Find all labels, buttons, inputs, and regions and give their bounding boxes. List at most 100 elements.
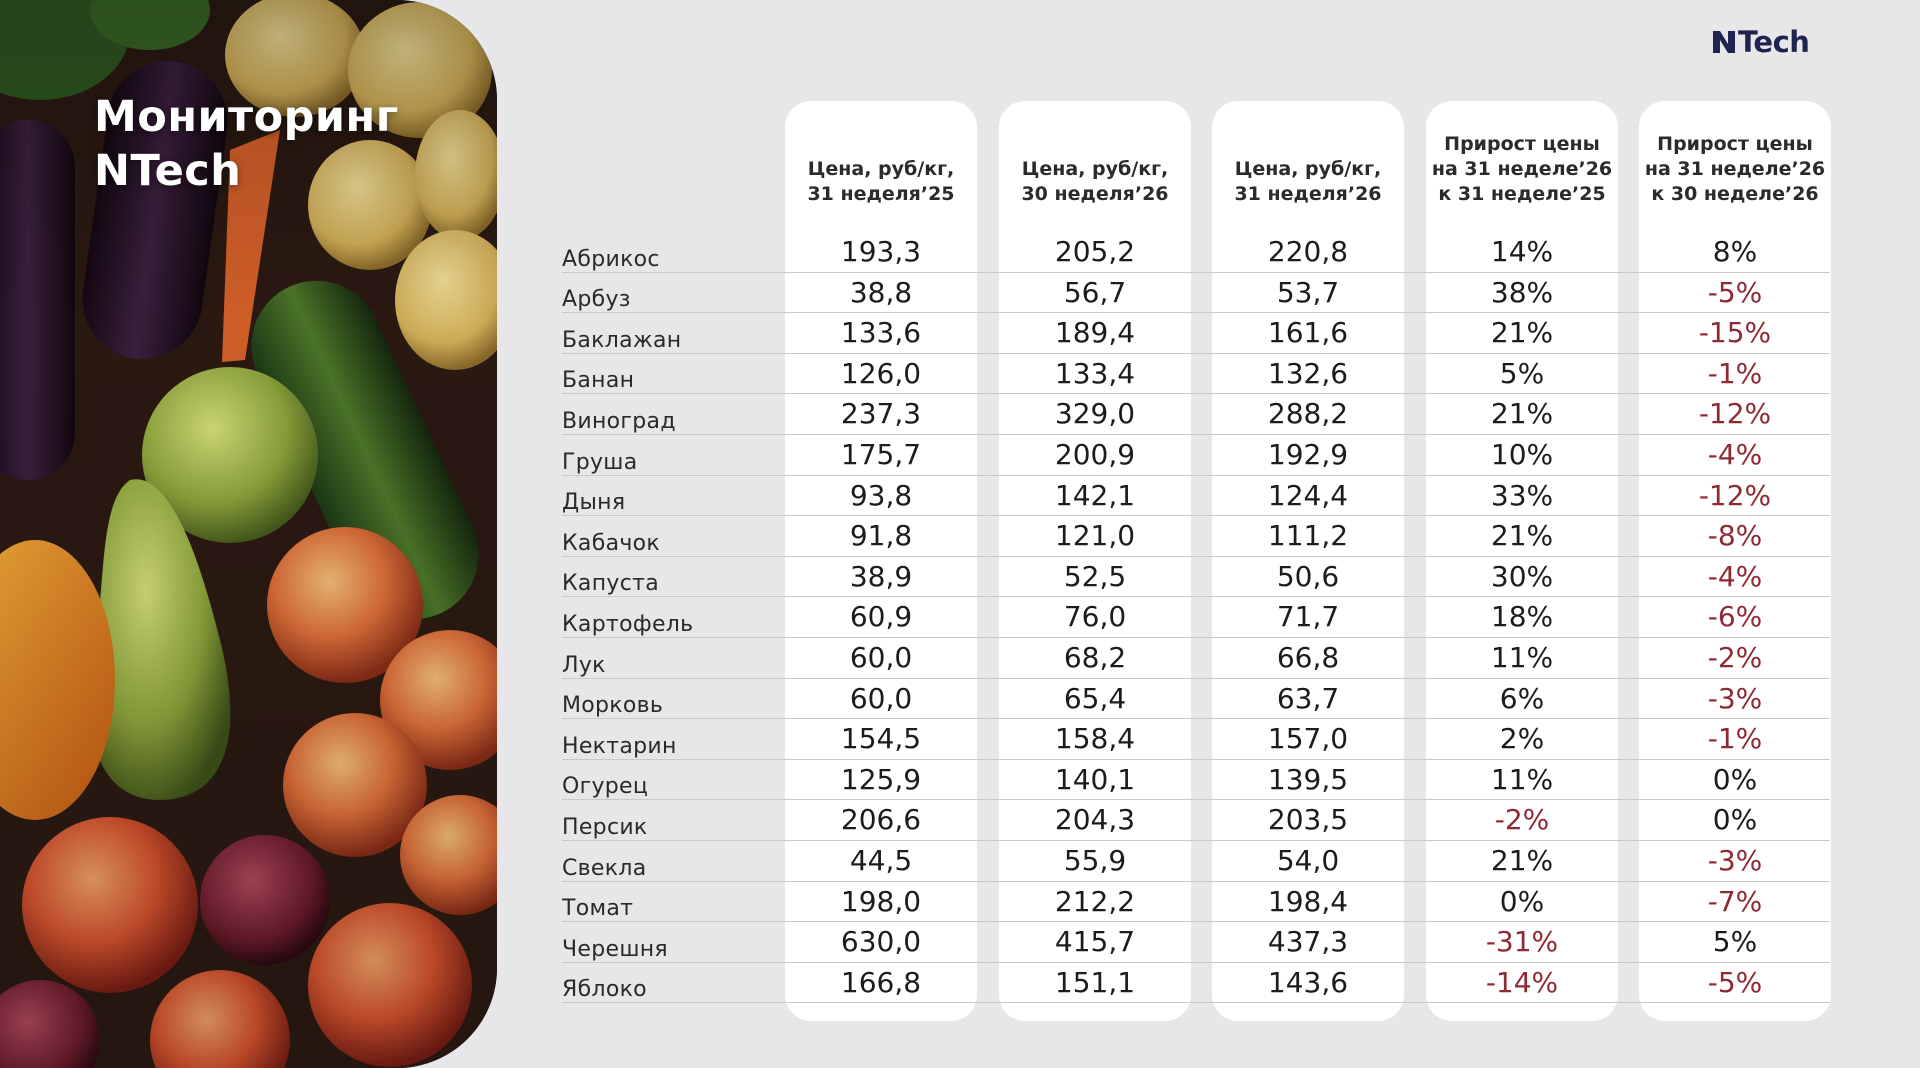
table-cell: 175,7 bbox=[840, 438, 922, 471]
table-row: Дыня 93,8 142,1 124,4 33% -12% bbox=[562, 476, 1830, 517]
table-row: Капуста 38,9 52,5 50,6 30% -4% bbox=[562, 557, 1830, 598]
column-header-line: 31 неделя’25 bbox=[807, 183, 955, 205]
table-cell: 151,1 bbox=[1054, 965, 1136, 999]
table-cell: 30% bbox=[1490, 559, 1554, 593]
ntech-logo-mark-icon bbox=[1713, 31, 1735, 53]
column-header-line: 31 неделя’26 bbox=[1234, 183, 1382, 205]
table-cell: 60,0 bbox=[849, 681, 913, 715]
column-card-4 bbox=[1426, 101, 1618, 1021]
table-cell: 198,4 bbox=[1267, 884, 1349, 918]
logo-text: Tech bbox=[1738, 25, 1810, 59]
table-cell: -2% bbox=[1707, 641, 1763, 674]
product-name: Морковь bbox=[562, 693, 664, 719]
table-cell: 68,2 bbox=[1063, 641, 1127, 674]
table-cell: 33% bbox=[1490, 478, 1554, 512]
table-row: Персик 206,6 204,3 203,5 -2% 0% bbox=[562, 800, 1830, 841]
table-cell: -31% bbox=[1485, 925, 1559, 959]
table-cell: 437,3 bbox=[1267, 925, 1349, 959]
product-name: Нектарин bbox=[562, 733, 677, 759]
table-cell: 8% bbox=[1712, 235, 1758, 268]
table-cell: 111,2 bbox=[1267, 519, 1349, 553]
table-cell: 6% bbox=[1499, 681, 1545, 715]
table-cell: 76,0 bbox=[1063, 600, 1127, 634]
table-row: Банан 126,0 133,4 132,6 5% -1% bbox=[562, 354, 1830, 395]
table-cell: 205,2 bbox=[1054, 235, 1136, 268]
table-cell: 200,9 bbox=[1054, 438, 1136, 471]
table-cell: -4% bbox=[1707, 559, 1763, 593]
table-cell: 52,5 bbox=[1063, 559, 1127, 593]
table-cell: -5% bbox=[1707, 275, 1763, 309]
product-name: Груша bbox=[562, 449, 638, 475]
table-cell: 93,8 bbox=[849, 478, 913, 512]
product-name: Огурец bbox=[562, 774, 649, 800]
table-cell: 154,5 bbox=[840, 722, 922, 756]
table-cell: 63,7 bbox=[1276, 681, 1340, 715]
product-name: Томат bbox=[562, 896, 634, 922]
column-header-line: на 31 неделе’26 bbox=[1644, 158, 1826, 180]
table-cell: 91,8 bbox=[849, 519, 913, 553]
table-cell: 630,0 bbox=[840, 925, 922, 959]
product-name: Баклажан bbox=[562, 327, 682, 353]
table-cell: 60,0 bbox=[849, 641, 913, 674]
table-cell: 121,0 bbox=[1054, 519, 1136, 553]
table-cell: 5% bbox=[1499, 356, 1545, 390]
product-name: Кабачок bbox=[562, 530, 660, 556]
table-cell: -12% bbox=[1698, 397, 1772, 431]
table-cell: 0% bbox=[1712, 762, 1758, 796]
product-name: Черешня bbox=[562, 936, 668, 962]
table-cell: 212,2 bbox=[1054, 884, 1136, 918]
table-cell: 329,0 bbox=[1054, 397, 1136, 431]
table-cell: 60,9 bbox=[849, 600, 913, 634]
ntech-logo: Tech bbox=[1712, 24, 1810, 60]
table-row: Абрикос 193,3 205,2 220,8 14% 8% bbox=[562, 232, 1830, 273]
table-cell: 192,9 bbox=[1267, 438, 1349, 471]
column-header-line: к 30 неделе’26 bbox=[1651, 183, 1819, 205]
table-cell: -12% bbox=[1698, 478, 1772, 512]
product-name: Свекла bbox=[562, 855, 647, 881]
column-card-2 bbox=[999, 101, 1191, 1021]
product-name: Арбуз bbox=[562, 287, 631, 313]
table-cell: 21% bbox=[1490, 519, 1554, 553]
product-name: Картофель bbox=[562, 611, 694, 637]
column-card-1 bbox=[785, 101, 977, 1021]
table-cell: 71,7 bbox=[1276, 600, 1340, 634]
table-cell: 14% bbox=[1490, 235, 1554, 268]
table-cell: 5% bbox=[1712, 925, 1758, 959]
column-header-3: Цена, руб/кг, 31 неделя’26 bbox=[1212, 157, 1404, 207]
table-cell: -2% bbox=[1494, 803, 1550, 837]
column-header-line: Прирост цены bbox=[1657, 133, 1813, 155]
column-header-5: Прирост цены на 31 неделе’26 к 30 неделе’2… bbox=[1639, 132, 1831, 207]
table-cell: -4% bbox=[1707, 438, 1763, 471]
table-cell: 133,6 bbox=[840, 316, 922, 350]
product-name: Персик bbox=[562, 814, 648, 840]
table-row: Виноград 237,3 329,0 288,2 21% -12% bbox=[562, 394, 1830, 435]
column-header-4: Прирост цены на 31 неделе’26 к 31 неделе’2… bbox=[1426, 132, 1618, 207]
table-cell: -1% bbox=[1707, 356, 1763, 390]
produce-illustration bbox=[0, 0, 497, 1068]
table-row: Нектарин 154,5 158,4 157,0 2% -1% bbox=[562, 719, 1830, 760]
page-title-line-1: Мониторинг bbox=[94, 92, 399, 142]
product-name: Банан bbox=[562, 368, 635, 394]
table-cell: 21% bbox=[1490, 397, 1554, 431]
table-cell: 140,1 bbox=[1054, 762, 1136, 796]
table-row: Лук 60,0 68,2 66,8 11% -2% bbox=[562, 638, 1830, 679]
table-row: Черешня 630,0 415,7 437,3 -31% 5% bbox=[562, 922, 1830, 963]
table-cell: 206,6 bbox=[840, 803, 922, 837]
table-cell: 139,5 bbox=[1267, 762, 1349, 796]
table-row: Свекла 44,5 55,9 54,0 21% -3% bbox=[562, 841, 1830, 882]
table-cell: 237,3 bbox=[840, 397, 922, 431]
table-cell: 415,7 bbox=[1054, 925, 1136, 959]
table-cell: 143,6 bbox=[1267, 965, 1349, 999]
table-cell: -8% bbox=[1707, 519, 1763, 553]
column-header-line: Цена, руб/кг, bbox=[1021, 158, 1169, 180]
table-row: Картофель 60,9 76,0 71,7 18% -6% bbox=[562, 597, 1830, 638]
table-cell: 38% bbox=[1490, 275, 1554, 309]
table-cell: 55,9 bbox=[1063, 844, 1127, 877]
product-name: Яблоко bbox=[562, 977, 647, 1003]
produce-photo: Мониторинг NTech bbox=[0, 0, 497, 1068]
table-row: Арбуз 38,8 56,7 53,7 38% -5% bbox=[562, 273, 1830, 314]
table-cell: 198,0 bbox=[840, 884, 922, 918]
column-header-2: Цена, руб/кг, 30 неделя’26 bbox=[999, 157, 1191, 207]
table-row: Груша 175,7 200,9 192,9 10% -4% bbox=[562, 435, 1830, 476]
table-cell: 53,7 bbox=[1276, 275, 1340, 309]
